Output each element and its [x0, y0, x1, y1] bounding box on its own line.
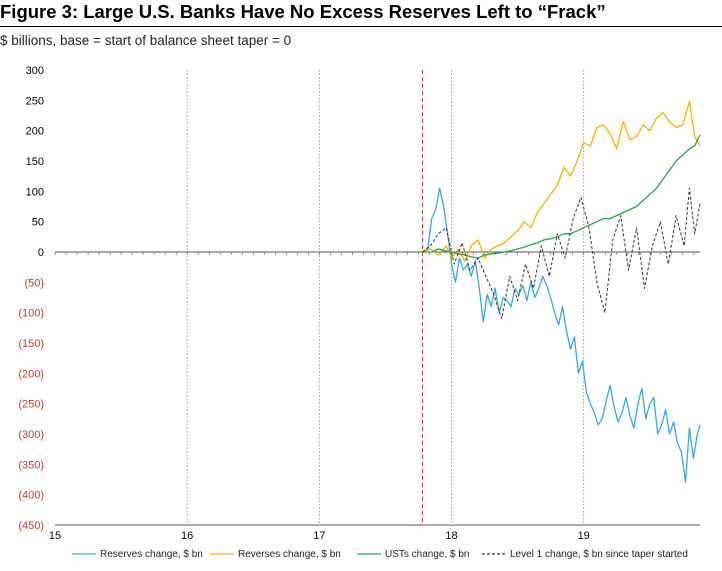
- y-tick-label: (150): [18, 338, 44, 350]
- chart-title: Figure 3: Large U.S. Banks Have No Exces…: [0, 1, 606, 22]
- x-tick-label: 15: [49, 530, 61, 542]
- y-tick-label: (300): [18, 429, 44, 441]
- y-tick-label: 150: [26, 156, 44, 168]
- x-tick-label: 16: [181, 530, 193, 542]
- y-tick-label: (400): [18, 490, 44, 502]
- reverses-series-line: [422, 100, 701, 262]
- reserves-series-line: [422, 187, 701, 484]
- x-tick-label: 17: [313, 530, 325, 542]
- chart-subtitle: $ billions, base = start of balance shee…: [0, 33, 292, 48]
- y-tick-label: (100): [18, 308, 44, 320]
- y-tick-label: (200): [18, 368, 44, 380]
- x-tick-label: 18: [445, 530, 457, 542]
- gridlines: [186, 70, 585, 525]
- y-tick-label: 0: [38, 247, 44, 259]
- reserves-legend-label: Reserves change, $ bn: [100, 549, 203, 560]
- usts-legend-label: USTs change, $ bn: [385, 549, 470, 560]
- level1-legend-label: Level 1 change, $ bn since taper started: [510, 549, 688, 560]
- x-tick-label: 19: [578, 530, 590, 542]
- y-tick-label: (50): [24, 277, 44, 289]
- legend: Reserves change, $ bn Reverses change, $ …: [72, 549, 688, 560]
- level1-series-line: [422, 187, 701, 320]
- y-tick-label: (450): [18, 520, 44, 532]
- y-tick-label: 100: [26, 186, 44, 198]
- y-tick-label: (250): [18, 399, 44, 411]
- y-tick-label: 300: [26, 65, 44, 77]
- y-tick-label: (350): [18, 459, 44, 471]
- y-tick-label: 200: [26, 126, 44, 138]
- usts-series-line: [422, 134, 701, 259]
- y-tick-label: 250: [26, 95, 44, 107]
- title-divider: [0, 26, 722, 27]
- y-tick-label: 50: [32, 217, 44, 229]
- series-lines: [422, 100, 701, 484]
- axes: 300 250 200 150 100 50 0 (50) (100) (150) (200) (25…: [18, 65, 700, 542]
- reverses-legend-label: Reverses change, $ bn: [238, 549, 341, 560]
